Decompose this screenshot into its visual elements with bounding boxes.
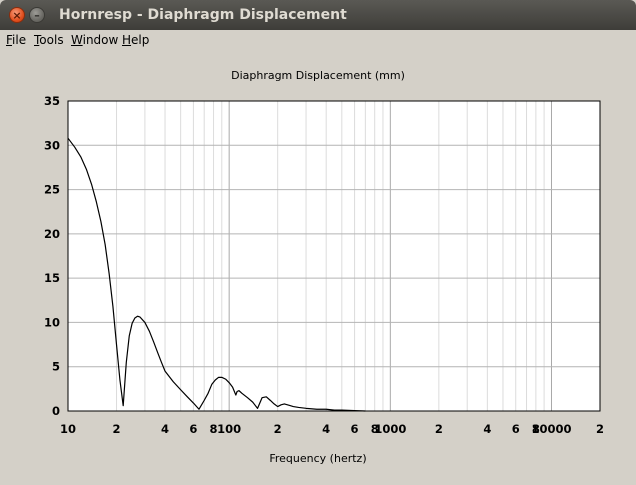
x-tick-label: 4 xyxy=(322,422,330,436)
menu-tools[interactable]: Tools xyxy=(34,33,64,47)
x-tick-label: 2 xyxy=(113,422,121,436)
x-tick-label: 2 xyxy=(274,422,282,436)
chart-title: Diaphragm Displacement (mm) xyxy=(231,69,405,82)
title-bar: × – Hornresp - Diaphragm Displacement xyxy=(0,0,636,30)
menu-help[interactable]: Help xyxy=(122,33,150,47)
x-tick-label: 2 xyxy=(596,422,604,436)
menu-file[interactable]: File xyxy=(6,33,27,47)
x-tick-label: 4 xyxy=(483,422,491,436)
y-tick-label: 25 xyxy=(44,183,60,197)
series-line xyxy=(67,137,366,412)
x-tick-label: 8 xyxy=(210,422,218,436)
x-tick-label: 4 xyxy=(161,422,169,436)
close-icon[interactable]: × xyxy=(9,7,25,23)
x-tick-label: 2 xyxy=(435,422,443,436)
y-tick-label: 0 xyxy=(52,404,60,418)
x-tick-label: 10000 xyxy=(531,422,571,436)
menu-window[interactable]: Window xyxy=(71,33,119,47)
x-tick-label: 8 xyxy=(371,422,379,436)
x-tick-label: 6 xyxy=(512,422,520,436)
y-tick-label: 5 xyxy=(52,360,60,374)
y-tick-label: 15 xyxy=(44,271,60,285)
window-title: Hornresp - Diaphragm Displacement xyxy=(59,7,347,23)
displacement-chart: Diaphragm Displacement (mm) 0 5 10 15 20 25 30… xyxy=(44,69,604,465)
grid-lines xyxy=(68,101,600,411)
y-axis-ticks: 0 5 10 15 20 25 30 35 xyxy=(44,94,60,418)
series xyxy=(67,137,366,412)
y-tick-label: 30 xyxy=(44,138,60,152)
x-tick-label: 8 xyxy=(532,422,540,436)
plot-frame xyxy=(67,100,601,412)
x-axis-label: Frequency (hertz) xyxy=(269,452,366,465)
minimize-icon[interactable]: – xyxy=(29,7,45,23)
y-tick-label: 35 xyxy=(44,94,60,108)
x-tick-label: 6 xyxy=(189,422,197,436)
x-tick-label: 1000 xyxy=(374,422,406,436)
x-tick-label: 6 xyxy=(351,422,359,436)
y-tick-label: 20 xyxy=(44,227,60,241)
x-tick-label: 100 xyxy=(217,422,241,436)
x-tick-label: 10 xyxy=(60,422,76,436)
plot-area xyxy=(68,101,600,411)
y-tick-label: 10 xyxy=(44,315,60,329)
menu-bar: File Tools Window Help xyxy=(0,30,636,52)
